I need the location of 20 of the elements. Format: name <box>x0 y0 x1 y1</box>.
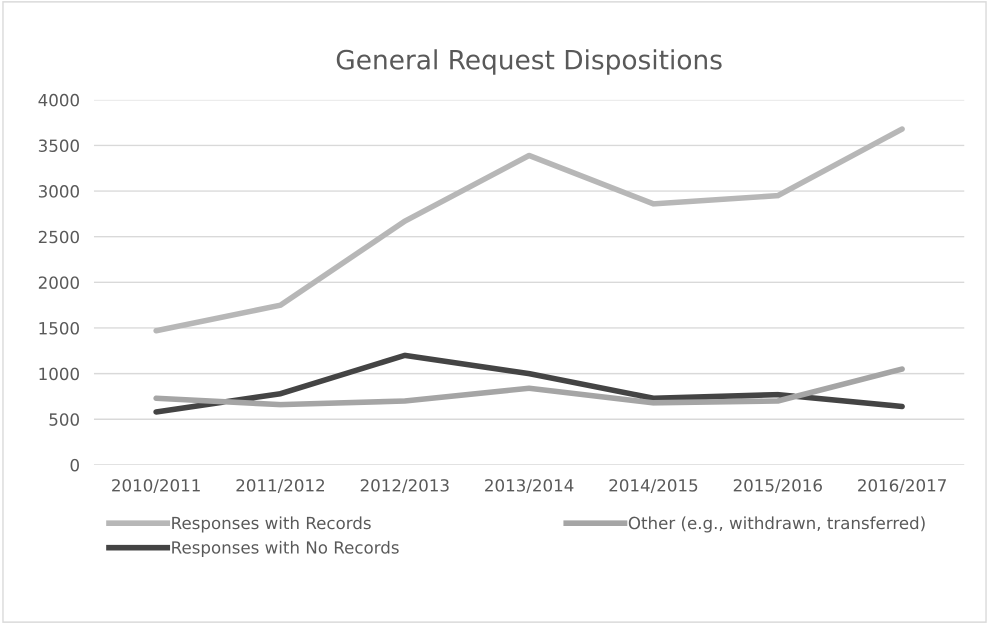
y-tick-label: 1500 <box>39 322 79 335</box>
y-tick-label: 3000 <box>38 185 79 198</box>
y-tick-label: 4000 <box>38 94 79 106</box>
legend-label: Responses with No Records <box>172 540 399 557</box>
y-tick-label: 1000 <box>39 368 79 380</box>
y-tick-label: 0 <box>70 458 79 472</box>
x-tick-label: 2014/2015 <box>609 479 698 493</box>
y-tick-label: 2000 <box>38 276 79 289</box>
y-tick-label: 500 <box>50 413 79 426</box>
chart-title: General Request Dispositions <box>336 49 722 75</box>
x-tick-label: 2010/2011 <box>112 479 200 493</box>
x-tick-label: 2013/2014 <box>485 479 574 493</box>
y-tick-label: 3500 <box>38 139 79 152</box>
x-tick-label: 2012/2013 <box>360 479 449 493</box>
x-tick-label: 2015/2016 <box>734 479 822 493</box>
y-tick-label: 2500 <box>38 230 79 244</box>
legend-label: Other (e.g., withdrawn, transferred) <box>628 516 925 533</box>
x-tick-label: 2011/2012 <box>236 479 324 493</box>
x-tick-label: 2016/2017 <box>858 479 946 493</box>
legend-label: Responses with Records <box>172 516 371 533</box>
